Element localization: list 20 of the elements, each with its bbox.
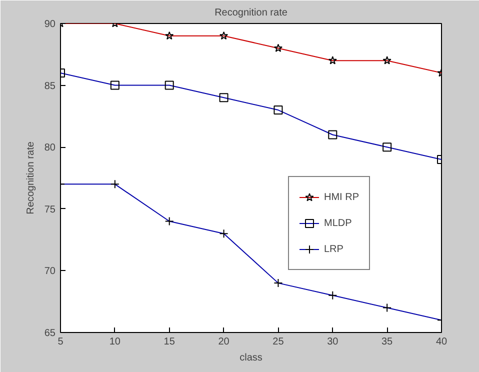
y-tick-label: 90 [44, 19, 56, 30]
x-tick-label: 10 [109, 336, 121, 348]
y-axis-title: Recognition rate [25, 141, 36, 214]
x-tick-label: 40 [436, 336, 448, 348]
x-tick-label: 30 [327, 336, 339, 348]
x-tick-label: 35 [382, 336, 394, 348]
x-tick-label: 15 [164, 336, 176, 348]
x-tick-label: 5 [58, 336, 64, 348]
legend-label: LRP [324, 244, 344, 254]
y-tick-label: 65 [44, 328, 56, 339]
legend-label: MLDP [324, 218, 352, 228]
x-tick-label: 25 [272, 336, 284, 348]
y-tick-label: 80 [44, 142, 56, 154]
chart-title: Recognition rate [214, 8, 288, 18]
x-tick-label: 20 [218, 336, 230, 348]
y-tick-label: 75 [44, 204, 56, 216]
legend-label: HMI RP [324, 192, 359, 202]
y-tick-label: 70 [44, 266, 56, 278]
y-tick-label: 85 [44, 80, 56, 92]
x-axis-title: class [240, 352, 262, 364]
